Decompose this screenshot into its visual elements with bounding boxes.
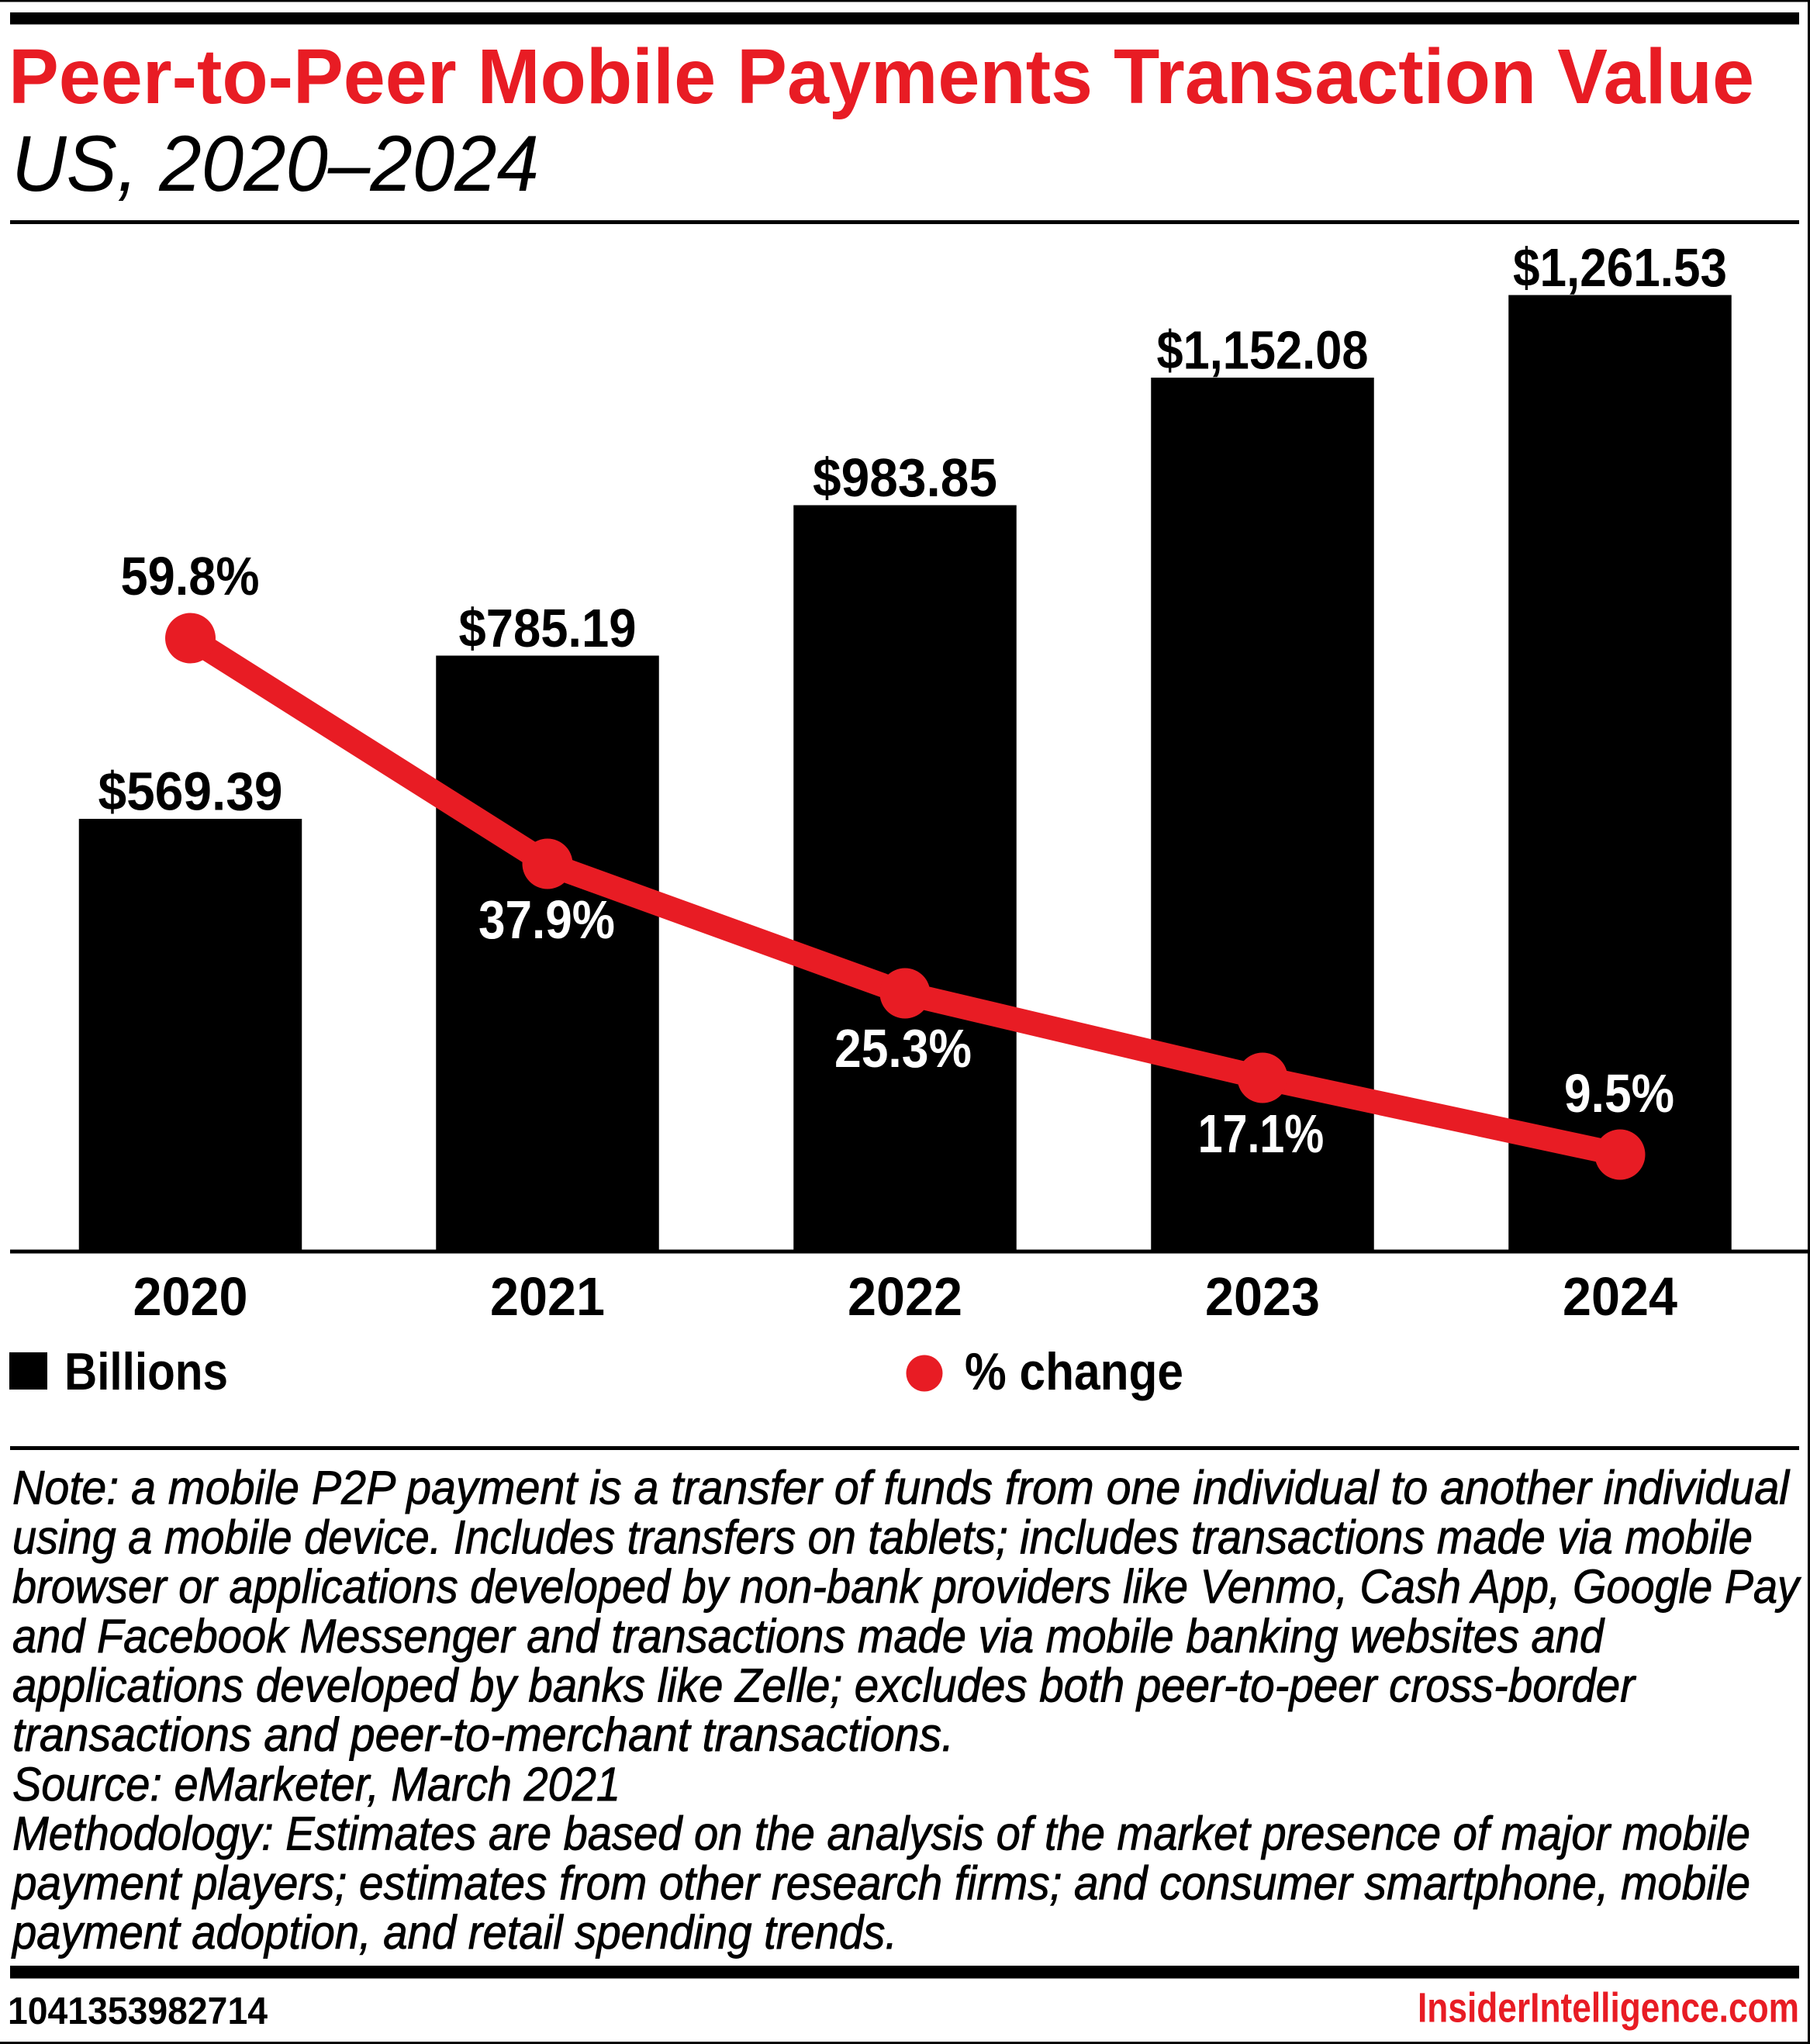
svg-text:37.9%: 37.9% [478,889,615,950]
svg-text:2021: 2021 [490,1266,605,1327]
svg-text:9.5%: 9.5% [1564,1063,1674,1124]
svg-text:and Facebook Messenger and tra: and Facebook Messenger and transactions … [12,1610,1605,1662]
svg-text:2024: 2024 [1563,1266,1677,1327]
svg-text:% change: % change [965,1342,1183,1401]
svg-text:$569.39: $569.39 [98,761,283,822]
svg-text:2020: 2020 [133,1266,248,1327]
svg-text:Peer-to-Peer Mobile Payments T: Peer-to-Peer Mobile Payments Transaction… [9,33,1754,120]
svg-text:payment adoption, and retail s: payment adoption, and retail spending tr… [11,1906,897,1959]
svg-text:59.8%: 59.8% [121,546,260,606]
svg-text:Methodology: Estimates are bas: Methodology: Estimates are based on the … [12,1807,1750,1860]
svg-text:Source: eMarketer, March 2021: Source: eMarketer, March 2021 [12,1758,620,1811]
svg-text:transactions and peer-to-merch: transactions and peer-to-merchant transa… [12,1708,954,1761]
svg-text:$785.19: $785.19 [459,598,637,658]
svg-text:$1,261.53: $1,261.53 [1513,237,1727,298]
svg-text:25.3%: 25.3% [834,1018,972,1079]
svg-text:InsiderIntelligence.com: InsiderIntelligence.com [1418,1985,1799,2032]
svg-text:Billions: Billions [64,1342,228,1401]
svg-text:$1,152.08: $1,152.08 [1157,320,1369,381]
svg-text:using a mobile device. Include: using a mobile device. Includes transfer… [12,1511,1753,1563]
svg-text:US, 2020–2024: US, 2020–2024 [12,119,539,208]
svg-text:17.1%: 17.1% [1198,1103,1325,1164]
svg-text:2022: 2022 [848,1266,962,1327]
svg-text:Note: a mobile P2P payment is: Note: a mobile P2P payment is a transfer… [12,1462,1790,1514]
svg-text:$983.85: $983.85 [813,447,997,508]
svg-text:1041353982714: 1041353982714 [8,1990,268,2032]
svg-text:applications developed by bank: applications developed by banks like Zel… [12,1659,1636,1712]
svg-text:payment players; estimates fro: payment players; estimates from other re… [11,1856,1750,1909]
svg-text:browser or applications develo: browser or applications developed by non… [12,1560,1801,1613]
svg-text:2023: 2023 [1205,1266,1320,1327]
